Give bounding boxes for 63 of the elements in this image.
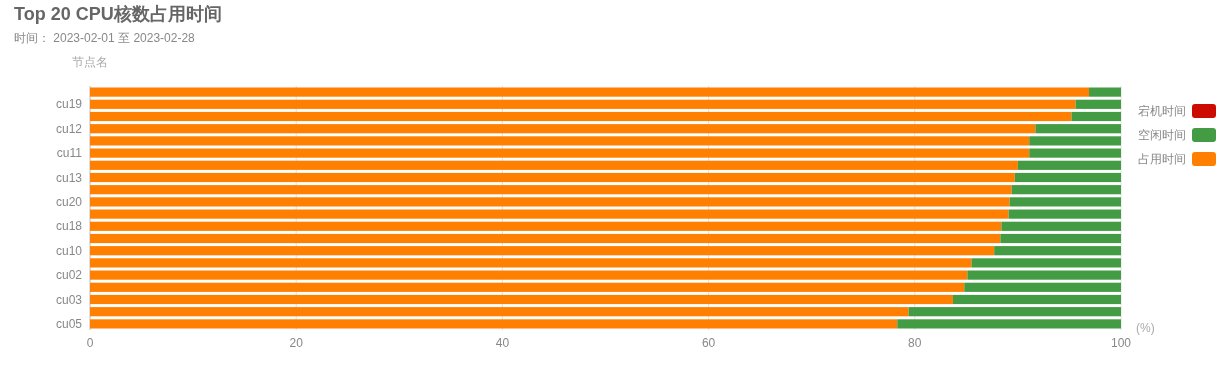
- bar: [1000, 233, 1121, 244]
- bar: [90, 258, 972, 268]
- bar: [994, 246, 1121, 256]
- y-tick-label: cu10: [55, 243, 83, 258]
- y-tick-label: cu13: [55, 170, 83, 185]
- y-tick-label: cu18: [55, 219, 83, 234]
- bar: [1001, 221, 1121, 231]
- x-tick-label: 80: [908, 336, 922, 350]
- x-tick-label: 100: [1110, 336, 1132, 350]
- x-axis-title: (%): [1136, 321, 1155, 335]
- y-tick-label: cu11: [56, 146, 83, 161]
- bar: [1014, 172, 1121, 183]
- bar: [1008, 209, 1121, 219]
- bar: [1029, 136, 1121, 146]
- bar: [90, 148, 1030, 158]
- bar: [908, 307, 1121, 317]
- y-axis-title: 节点名: [72, 55, 108, 69]
- bar: [90, 172, 1015, 183]
- y-tick-label: cu20: [55, 194, 83, 209]
- bar: [1089, 87, 1121, 97]
- bar: [1011, 185, 1121, 195]
- bar: [952, 294, 1121, 305]
- y-tick-label: cu05: [55, 316, 83, 331]
- x-tick-label: 20: [289, 336, 304, 350]
- bar: [1017, 160, 1121, 170]
- bar: [90, 99, 1076, 109]
- legend-label: 占用时间: [1138, 152, 1186, 166]
- bar: [90, 185, 1012, 195]
- x-tick-label: 60: [701, 336, 716, 350]
- bar: [90, 160, 1018, 170]
- legend-label: 空闲时间: [1138, 128, 1186, 142]
- bar: [90, 221, 1002, 231]
- bar: [90, 87, 1090, 97]
- bar: [90, 136, 1030, 146]
- bar: [1071, 111, 1121, 122]
- bar: [1009, 197, 1121, 207]
- chart-title: Top 20 CPU核数占用时间: [14, 4, 222, 24]
- bar: [90, 209, 1009, 219]
- bar: [897, 319, 1121, 329]
- bar: [90, 111, 1072, 122]
- y-tick-label: cu02: [55, 268, 83, 283]
- bar: [964, 282, 1121, 292]
- bar: [971, 258, 1121, 268]
- bar: [967, 270, 1121, 280]
- bar: [90, 307, 909, 317]
- x-tick-label: 40: [495, 336, 510, 350]
- chart-subtitle: 时间： 2023-02-01 至 2023-02-28: [14, 31, 196, 45]
- bar: [90, 124, 1036, 134]
- y-tick-label: cu03: [55, 292, 83, 307]
- bar: [90, 282, 965, 292]
- bar: [90, 197, 1010, 207]
- bar: [1075, 99, 1121, 109]
- bar: [90, 270, 968, 280]
- bar: [1029, 148, 1121, 158]
- x-tick-label: 0: [86, 336, 94, 350]
- legend-label: 宕机时间: [1138, 104, 1186, 118]
- bar: [90, 319, 898, 329]
- bar: [90, 233, 1001, 244]
- y-tick-label: cu12: [55, 121, 83, 136]
- y-tick-label: cu19: [55, 97, 83, 112]
- bar: [90, 246, 995, 256]
- bar: [1035, 124, 1121, 134]
- bar: [90, 294, 953, 305]
